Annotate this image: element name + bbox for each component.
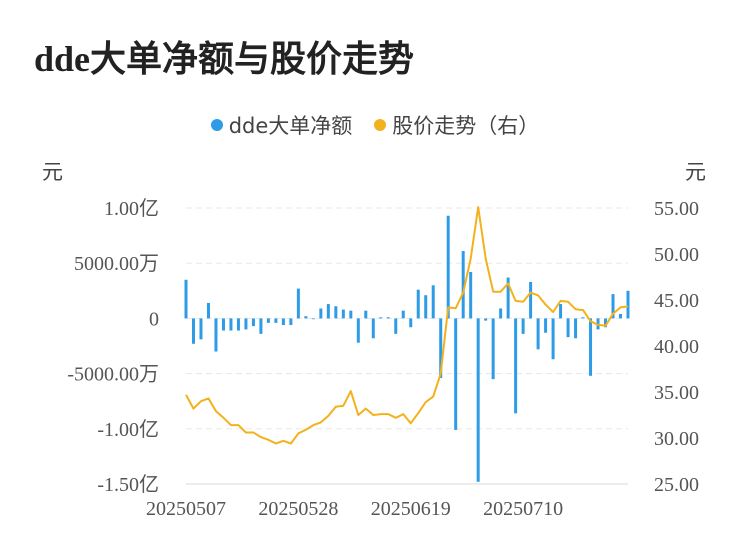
dde-bar [364, 310, 368, 319]
dde-bar [521, 318, 525, 334]
legend-label-price: 股价走势（右） [392, 114, 540, 138]
dde-bar [484, 318, 488, 321]
dde-bar [221, 318, 225, 331]
x-tick-label: 20250710 [483, 498, 563, 520]
dde-bar [589, 318, 593, 376]
left-axis-unit: 元 [42, 160, 63, 184]
dde-bar [604, 318, 608, 328]
dde-bar [379, 317, 383, 319]
right-tick-label: 45.00 [654, 290, 699, 312]
legend-item-price[interactable]: 股价走势（右） [374, 110, 539, 140]
dde-bar [619, 313, 623, 319]
dde-bar [229, 318, 233, 331]
dde-bar [469, 272, 473, 319]
dde-bar [311, 318, 315, 320]
dde-bar [499, 308, 503, 319]
right-tick-label: 55.00 [654, 198, 699, 220]
dde-bar [304, 316, 308, 319]
left-tick-label: -5000.00万 [67, 364, 159, 386]
dde-bar [319, 308, 323, 319]
dde-bar [184, 279, 188, 319]
chart-title: dde大单净额与股价走势 [34, 39, 415, 79]
dde-bar [551, 318, 555, 360]
left-tick-label: -1.00亿 [97, 418, 159, 441]
dde-bar [566, 318, 570, 338]
dde-bar [266, 318, 270, 323]
dde-bar [626, 290, 630, 319]
dde-bar [529, 281, 533, 319]
dde-bar [611, 294, 615, 319]
right-tick-label: 30.00 [654, 428, 699, 450]
dde-bar [191, 318, 195, 344]
dde-bar [536, 318, 540, 350]
x-tick-label: 20250528 [258, 498, 338, 520]
dde-bar [416, 289, 420, 319]
legend-marker-dde-icon [210, 119, 223, 131]
legend-marker-price-icon [374, 119, 387, 131]
dde-bar [544, 318, 548, 333]
left-tick-label: 0 [149, 308, 159, 330]
dde-bar [439, 318, 443, 379]
price-line [185, 206, 629, 445]
dde-bar [356, 318, 360, 343]
dde-bar [371, 318, 375, 339]
dde-bar [274, 318, 278, 323]
x-tick-label: 20250507 [146, 498, 226, 520]
dde-bar [349, 310, 353, 319]
left-tick-label: -1.50亿 [97, 473, 159, 496]
x-tick-label: 20250619 [371, 498, 451, 520]
dde-bar [281, 318, 285, 326]
dde-bar [394, 318, 398, 334]
dde-bar [424, 295, 428, 319]
dde-bar [446, 215, 450, 319]
right-tick-label: 40.00 [654, 336, 699, 358]
dde-bar [341, 309, 345, 319]
dde-bar [289, 318, 293, 326]
dde-bar [506, 277, 510, 319]
right-tick-label: 35.00 [654, 382, 699, 404]
dde-bar [476, 318, 480, 482]
dde-bar [236, 318, 240, 331]
legend: dde大单净额 股价走势（右） [0, 110, 750, 140]
dde-bar [214, 318, 218, 352]
legend-label-dde: dde大单净额 [228, 114, 353, 138]
dde-bar [559, 304, 563, 319]
left-tick-label: 5000.00万 [74, 253, 159, 275]
dde-bar [386, 317, 390, 319]
dde-bar [431, 285, 435, 319]
left-tick-label: 1.00亿 [104, 197, 159, 220]
dde-bar [199, 318, 203, 340]
dde-bar [244, 318, 248, 330]
dde-bar [206, 302, 210, 319]
right-tick-label: 25.00 [654, 474, 699, 496]
dde-bar [296, 288, 300, 319]
dde-bar [581, 317, 585, 319]
dde-bar [454, 318, 458, 430]
dde-bar [401, 310, 405, 319]
dde-bar [409, 318, 413, 328]
dde-bar [259, 318, 263, 334]
legend-item-dde[interactable]: dde大单净额 [210, 110, 353, 140]
dde-bar [334, 306, 338, 319]
dde-bar [461, 251, 465, 319]
dde-bar [514, 318, 518, 414]
dde-bar [491, 318, 495, 380]
right-axis-unit: 元 [685, 160, 706, 184]
dde-bar [326, 304, 330, 319]
right-tick-label: 50.00 [654, 244, 699, 266]
dde-bar [574, 318, 578, 339]
dde-bar [251, 318, 255, 327]
